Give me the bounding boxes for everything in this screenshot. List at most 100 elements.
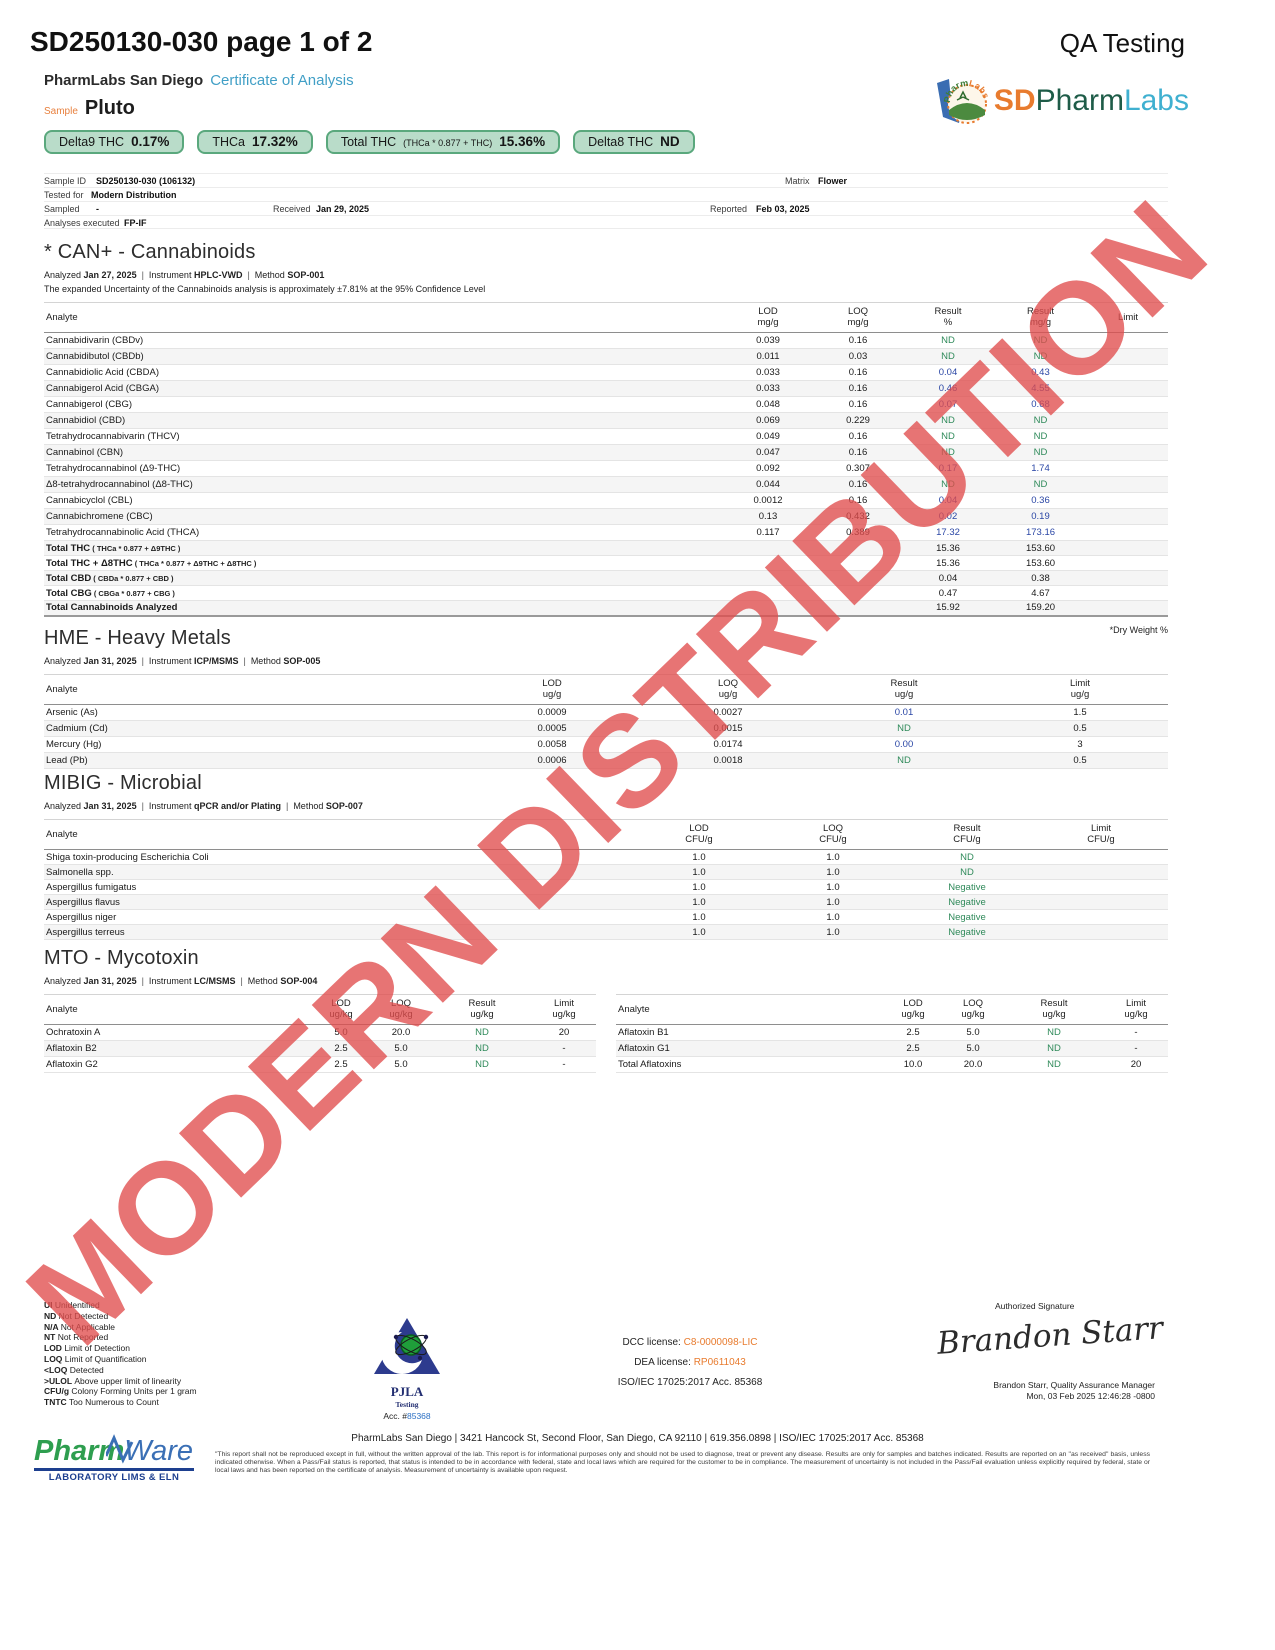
value-cell: 0.011	[723, 348, 813, 365]
analyte-cell: Aspergillus niger	[44, 909, 632, 925]
analyte-cell: Tetrahydrocannabinol (Δ9-THC)	[44, 460, 723, 477]
table-row: Cannabigerol Acid (CBGA) 0.033 0.16 0.46 4.5…	[44, 380, 1168, 397]
signature-block: Brandon Starr, Quality Assurance Manager…	[993, 1380, 1155, 1402]
analyte-cell: Aflatoxin G1	[616, 1040, 884, 1057]
value-cell	[1088, 348, 1168, 365]
total-mg-cell: 153.60	[993, 540, 1088, 556]
sample-id-label: Sample ID	[44, 176, 87, 186]
empty-cell	[723, 585, 813, 601]
cannabinoids-totals: Total THC ( THCa * 0.877 + Δ9THC ) 15.36 1…	[44, 540, 1168, 617]
analyte-cell: Aspergillus fumigatus	[44, 879, 632, 895]
badge-label: THCa	[212, 135, 246, 149]
analyte-cell: Shiga toxin-producing Escherichia Coli	[44, 849, 632, 865]
table-row: Aspergillus terreus 1.0 1.0 Negative	[44, 924, 1168, 940]
table-row: Cannabichromene (CBC) 0.13 0.432 0.02 0.19	[44, 508, 1168, 525]
column-header: Result ug/kg	[432, 994, 532, 1025]
total-percent-cell: 0.04	[903, 570, 993, 586]
meta-separator: |	[285, 801, 289, 811]
total-mg-cell: 4.67	[993, 585, 1088, 601]
analyte-cell: Cannabicyclol (CBL)	[44, 492, 723, 509]
section-meta: Analyzed Jan 31, 2025 | Instrument qPCR an…	[44, 801, 1168, 811]
cannabinoids-table: Analyte LOD mg/g LOQ mg/g Result% Result mg/g L…	[44, 302, 1168, 617]
totals-row: Total THC ( THCa * 0.877 + Δ9THC ) 15.36 1…	[44, 540, 1168, 556]
value-cell: 2.5	[884, 1040, 942, 1057]
matrix-value: Flower	[818, 176, 848, 186]
value-cell	[1034, 849, 1168, 865]
legend-item: N/A Not Applicable	[44, 1321, 116, 1332]
pjla-acc-prefix: Acc. #	[383, 1411, 407, 1421]
section-title: * CAN+ - Cannabinoids	[44, 241, 256, 263]
total-analyte-cell: Total CBG ( CBGa * 0.877 + CBG )	[44, 585, 723, 601]
empty-cell	[813, 555, 903, 571]
column-header-analyte: Analyte	[44, 994, 312, 1025]
legend-abbr: NT	[44, 1332, 58, 1343]
table-row: Tetrahydrocannabinolic Acid (THCA) 0.117 0…	[44, 524, 1168, 541]
value-cell: 0.432	[813, 508, 903, 525]
total-name: Total Cannabinoids Analyzed	[46, 602, 178, 614]
table-row: Total Aflatoxins 10.0 20.0 ND 20	[616, 1056, 1168, 1073]
total-name: Total THC + Δ8THC	[46, 557, 133, 569]
value-cell: ND	[900, 849, 1034, 865]
value-cell: 0.047	[723, 444, 813, 461]
value-cell: 0.069	[723, 412, 813, 429]
table-row: Cannabidiolic Acid (CBDA) 0.033 0.16 0.04 0.…	[44, 364, 1168, 381]
legend-item: UI Unidentified	[44, 1300, 100, 1310]
total-mg-cell: 153.60	[993, 555, 1088, 571]
value-cell: 0.0018	[640, 752, 816, 769]
meta-value: SOP-001	[287, 270, 325, 280]
analyses-label: Analyses executed	[44, 218, 120, 228]
legend-abbr: TNTC	[44, 1397, 70, 1408]
empty-cell	[1088, 570, 1168, 586]
signature-script: Brandon Starr	[935, 1310, 1165, 1362]
total-formula: ( THCa * 0.877 + Δ9THC )	[90, 543, 181, 553]
pjla-acc-number: 85368	[406, 1411, 431, 1421]
table-row: Arsenic (As) 0.0009 0.0027 0.01 1.5	[44, 704, 1168, 721]
value-cell	[1088, 444, 1168, 461]
value-cell: 0.0027	[640, 704, 816, 721]
meta-label: Instrument	[148, 801, 194, 811]
meta-label: Analyzed	[44, 976, 84, 986]
value-cell: 0.307	[813, 460, 903, 477]
column-header: LOQ ug/g	[640, 674, 816, 705]
legend-abbr: LOQ	[44, 1353, 65, 1364]
value-cell: 0.049	[723, 428, 813, 445]
total-analyte-cell: Total CBD ( CBDa * 0.877 + CBD )	[44, 570, 723, 586]
value-cell	[1034, 864, 1168, 880]
dcc-license-line: DCC license: C8-0000098-LIC	[525, 1333, 855, 1353]
value-cell: ND	[816, 752, 992, 769]
column-header-analyte: Analyte	[616, 994, 884, 1025]
empty-cell	[723, 570, 813, 586]
value-cell: 1.5	[992, 704, 1168, 721]
sample-info-row: Analyses executed FP-IF	[44, 215, 1168, 229]
report-disclaimer: "This report shall not be reproduced exc…	[215, 1451, 1150, 1475]
column-header: LOD ug/g	[464, 674, 640, 705]
empty-cell	[813, 600, 903, 617]
empty-cell	[723, 540, 813, 556]
meta-value: HPLC-VWD	[193, 270, 243, 280]
column-header-analyte: Analyte	[44, 302, 723, 333]
pjla-accreditation: PJLA Testing Acc. #85368	[352, 1316, 462, 1421]
received-label: Received	[273, 204, 311, 214]
abbreviation-legend: UI Unidentified ND Not Detected N/A Not Ap…	[44, 1300, 197, 1408]
meta-value: SOP-004	[280, 976, 318, 986]
column-header: LOD ug/kg	[312, 994, 370, 1025]
logo-sd: SD	[993, 84, 1036, 117]
table-row: Cannabinol (CBN) 0.047 0.16 ND ND	[44, 444, 1168, 461]
total-name: Total CBD	[46, 572, 92, 584]
doc-title: SD250130-030 page 1 of 2	[30, 26, 373, 57]
meta-value: qPCR and/or Plating	[193, 801, 281, 811]
sample-info-row: Tested for Modern Distribution	[44, 187, 1168, 201]
value-cell: 0.16	[813, 492, 903, 509]
analyte-cell: Cannabigerol (CBG)	[44, 396, 723, 413]
table-row: Cannabidivarin (CBDv) 0.039 0.16 ND ND	[44, 332, 1168, 349]
value-cell: 2.5	[884, 1024, 942, 1041]
value-cell: 0.16	[813, 444, 903, 461]
value-cell: ND	[432, 1040, 532, 1057]
meta-separator: |	[141, 656, 144, 666]
value-cell: 0.5	[992, 752, 1168, 769]
column-header: Limit ug/kg	[1104, 994, 1168, 1025]
mycotoxin-rows-right: Aflatoxin B1 2.5 5.0 ND - Aflatoxin G1 2.5 5.0 N…	[616, 1024, 1168, 1073]
total-formula: ( CBDa * 0.877 + CBD )	[91, 573, 174, 583]
lab-name: PharmLabs San Diego	[44, 72, 204, 89]
value-cell: ND	[432, 1056, 532, 1073]
